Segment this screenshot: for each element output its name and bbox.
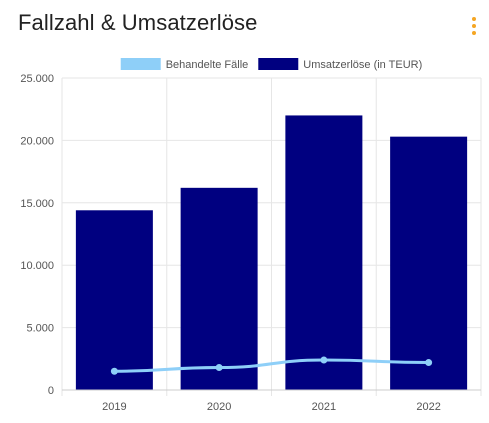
point-2021[interactable] <box>320 356 328 364</box>
x-tick-label: 2020 <box>207 401 231 413</box>
y-tick-label: 20.000 <box>20 135 54 147</box>
bar-2020[interactable] <box>180 187 258 390</box>
legend-swatch[interactable] <box>120 58 161 70</box>
point-2019[interactable] <box>110 367 118 375</box>
legend-swatch[interactable] <box>258 58 299 70</box>
y-tick-label: 15.000 <box>20 198 54 210</box>
axes: 0 5.000 10.000 15.000 20.000 25.000 2019 2020 20… <box>20 73 481 413</box>
line-behandelte-faelle <box>114 358 429 373</box>
bar-2019[interactable] <box>75 210 153 390</box>
x-tick-label: 2022 <box>416 401 440 413</box>
y-tick-label: 25.000 <box>20 73 54 85</box>
bar-series <box>75 115 468 390</box>
point-2022[interactable] <box>425 359 433 367</box>
kebab-menu-icon[interactable] <box>467 14 481 38</box>
legend: Behandelte Fälle Umsatzerlöse (in TEUR) <box>120 58 422 71</box>
point-2020[interactable] <box>215 364 223 372</box>
legend-label[interactable]: Behandelte Fälle <box>166 59 249 71</box>
legend-label[interactable]: Umsatzerlöse (in TEUR) <box>303 59 422 71</box>
line-series <box>110 356 433 375</box>
chart-title: Fallzahl & Umsatzerlöse <box>18 10 258 35</box>
x-tick-label: 2019 <box>102 401 126 413</box>
y-tick-label: 5.000 <box>26 323 54 335</box>
x-tick-label: 2021 <box>312 401 336 413</box>
bar-2022[interactable] <box>390 136 468 390</box>
y-tick-label: 10.000 <box>20 260 54 272</box>
bar-2021[interactable] <box>285 115 363 390</box>
y-tick-label: 0 <box>48 385 54 397</box>
